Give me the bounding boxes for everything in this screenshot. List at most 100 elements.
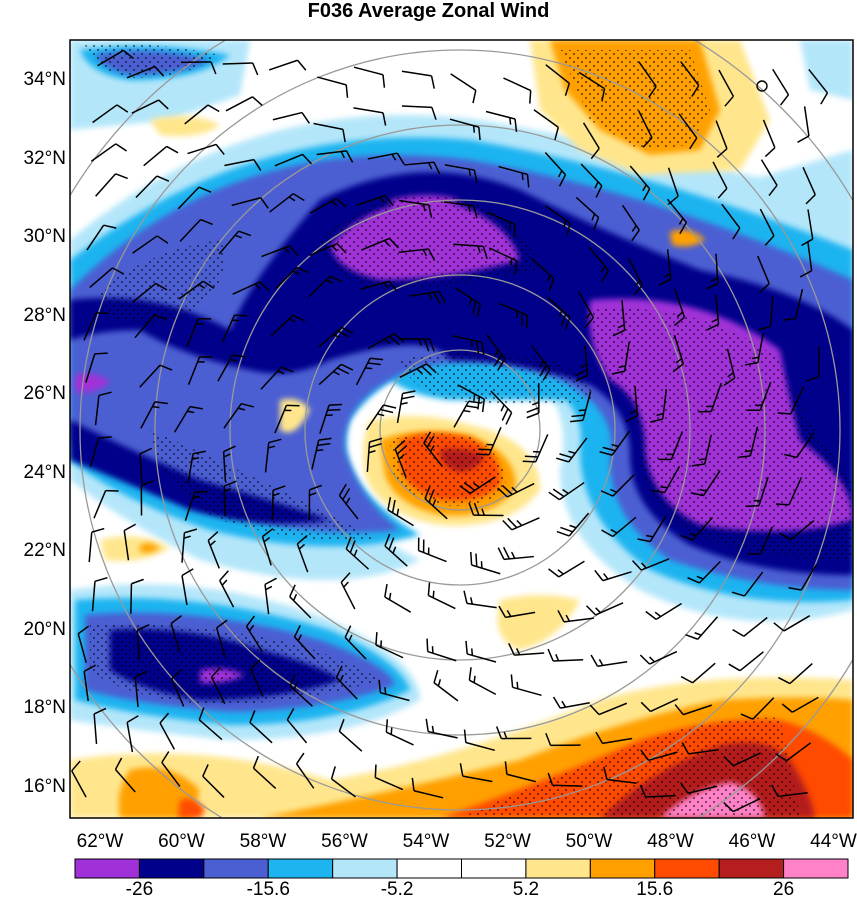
wind-barb	[367, 152, 405, 165]
wind-barb	[625, 386, 639, 423]
wind-barb	[308, 484, 322, 520]
wind-barb	[289, 584, 312, 619]
wind-barb	[799, 240, 813, 278]
colorbar-swatch	[783, 858, 849, 879]
wind-barb	[181, 568, 194, 606]
wind-barb	[548, 481, 585, 501]
wind-barb	[757, 296, 774, 331]
wind-barb	[338, 483, 359, 520]
wind-barb	[651, 465, 681, 494]
wind-barb	[545, 732, 581, 747]
latitude-label: 28°N	[23, 304, 66, 326]
wind-barb	[640, 749, 678, 762]
wind-barb	[131, 99, 169, 114]
wind-barb	[309, 242, 347, 257]
wind-barb	[401, 70, 435, 89]
wind-barb	[361, 237, 399, 251]
wind-barb	[522, 434, 549, 463]
wind-barb	[777, 386, 805, 415]
wind-barb	[177, 186, 212, 210]
wind-barb	[680, 662, 716, 684]
wind-barb	[207, 531, 220, 569]
wind-barb	[452, 335, 485, 356]
wind-barb	[187, 450, 206, 484]
wind-barb	[575, 345, 589, 382]
wind-barb	[245, 615, 263, 653]
wind-barb	[557, 610, 594, 623]
latitude-label: 30°N	[23, 226, 66, 247]
wind-barb	[272, 111, 311, 124]
wind-barb	[261, 528, 274, 566]
wind-barb	[398, 248, 436, 261]
wind-barb	[181, 61, 217, 75]
wind-barb	[476, 426, 502, 456]
wind-barb	[308, 275, 343, 298]
wind-barb	[427, 582, 456, 610]
wind-barb	[89, 267, 125, 289]
wind-barb	[712, 161, 728, 199]
wind-barb	[510, 674, 542, 697]
wind-barb	[690, 470, 721, 497]
wind-barb	[173, 405, 203, 433]
wind-barb	[497, 546, 534, 561]
wind-barb	[545, 64, 571, 96]
wind-barb	[330, 766, 356, 798]
colorbar-tick-label: -15.6	[246, 879, 290, 900]
wind-barb	[222, 445, 236, 482]
wind-barb	[723, 752, 761, 767]
longitude-label: 62°W	[76, 831, 124, 852]
wind-barb	[744, 332, 764, 366]
wind-barb	[530, 345, 551, 381]
wind-barb	[135, 175, 170, 198]
wind-barb	[335, 665, 358, 700]
wind-barb	[443, 201, 478, 219]
wind-barb	[588, 246, 609, 282]
wind-barb	[360, 280, 398, 293]
wind-barb	[499, 302, 528, 329]
colorbar-swatch	[267, 858, 334, 879]
stipple-overlay	[85, 43, 853, 818]
wind-barb	[503, 77, 532, 104]
wind-barb	[295, 752, 315, 789]
wind-barb	[674, 704, 713, 716]
colorbar-swatch	[654, 858, 720, 879]
wind-barb	[759, 208, 775, 246]
colorbar-swatch	[461, 858, 527, 879]
colorbar-swatch	[589, 858, 656, 879]
longitude-label: 58°W	[239, 831, 287, 852]
wind-barb	[728, 651, 764, 672]
longitude-label: 52°W	[484, 831, 531, 852]
wind-barb	[556, 512, 590, 537]
wind-barb	[533, 109, 560, 141]
colorbar-tick-label: 5.2	[512, 879, 540, 900]
wind-barb	[640, 698, 679, 713]
wind-barb	[184, 490, 208, 521]
wind-barb	[316, 150, 354, 163]
wind-barb	[628, 258, 644, 296]
wind-barb	[612, 300, 626, 337]
wind-barb	[365, 404, 397, 431]
colorbar-tick-label: 15.6	[636, 879, 674, 900]
wind-barb	[578, 71, 606, 102]
latitude-label: 26°N	[23, 383, 66, 404]
wind-barb	[396, 390, 416, 424]
wind-barb	[219, 570, 235, 608]
wind-barb	[134, 670, 148, 708]
latitude-label: 34°N	[23, 69, 66, 90]
wind-barb	[547, 296, 571, 330]
wind-barb	[778, 663, 813, 685]
wind-barb	[394, 439, 408, 478]
wind-barb	[221, 314, 248, 343]
wind-barb	[470, 551, 501, 575]
wind-barb	[487, 211, 516, 238]
wind-barb	[340, 572, 356, 610]
wind-barb	[140, 401, 168, 429]
wind-barb	[378, 679, 410, 702]
wind-barb	[772, 68, 790, 106]
wind-barb	[781, 696, 819, 713]
wind-barb	[433, 670, 459, 702]
wind-barb	[366, 437, 383, 472]
wind-barb	[198, 707, 223, 741]
wind-barb	[760, 159, 778, 197]
wind-barb	[508, 643, 545, 656]
